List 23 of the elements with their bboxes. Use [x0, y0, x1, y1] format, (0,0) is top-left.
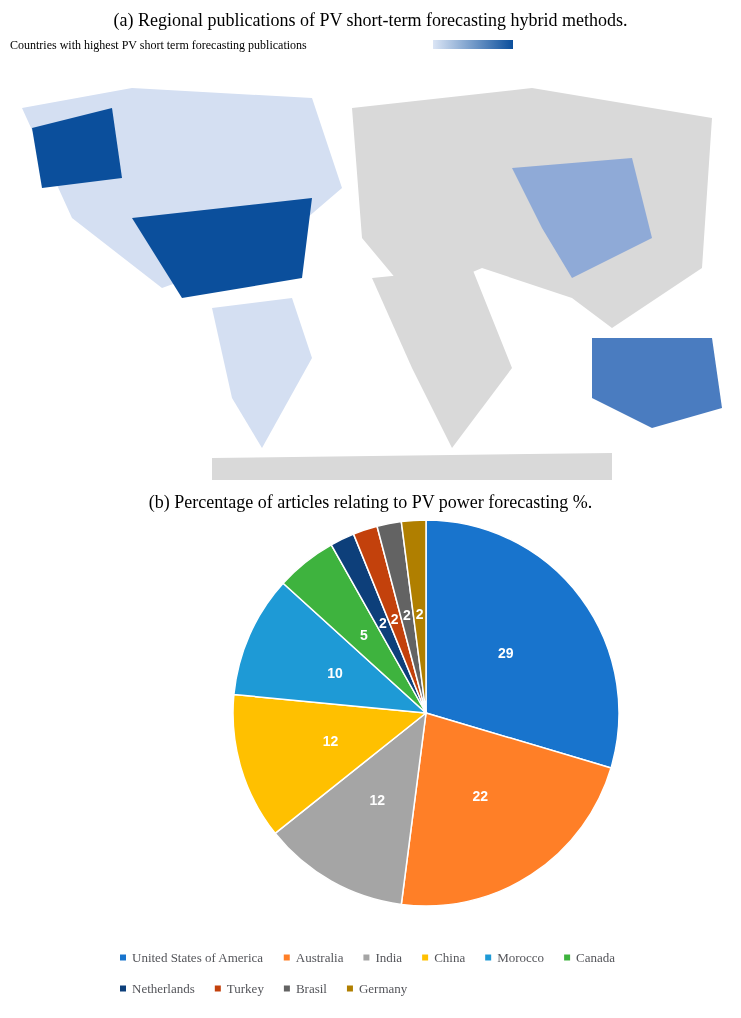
- legend-label: Brasil: [295, 981, 328, 996]
- legend-label: China: [434, 950, 466, 965]
- legend-label: Netherlands: [132, 981, 195, 996]
- data-label: 22: [472, 788, 489, 805]
- data-label: 2: [378, 615, 387, 632]
- chart-title: (b) Percentage of articles relating to PV power forecasting %.: [148, 492, 593, 513]
- legend-label: United States of America: [132, 950, 264, 965]
- data-label: 5: [360, 627, 369, 644]
- legend-label: Canada: [576, 950, 616, 965]
- data-label: 29: [497, 645, 514, 662]
- legend-label: India: [375, 950, 403, 965]
- data-label: 2: [415, 605, 424, 622]
- data-label: 10: [327, 664, 344, 681]
- legend-label: Turkey: [226, 981, 265, 996]
- text: Countries with highest PV short term forecasting publications: [10, 38, 307, 53]
- data-label: 2: [403, 607, 412, 624]
- data-label: 2: [390, 610, 399, 627]
- legend-label: Germany: [358, 981, 408, 996]
- data-label: 12: [322, 733, 339, 750]
- data-label: 12: [369, 791, 386, 808]
- legend-label: Australia: [295, 950, 344, 965]
- legend-label: Morocco: [497, 950, 545, 965]
- text: (a) Regional publications of PV short-term forecasting hybrid methods.: [112, 9, 629, 31]
